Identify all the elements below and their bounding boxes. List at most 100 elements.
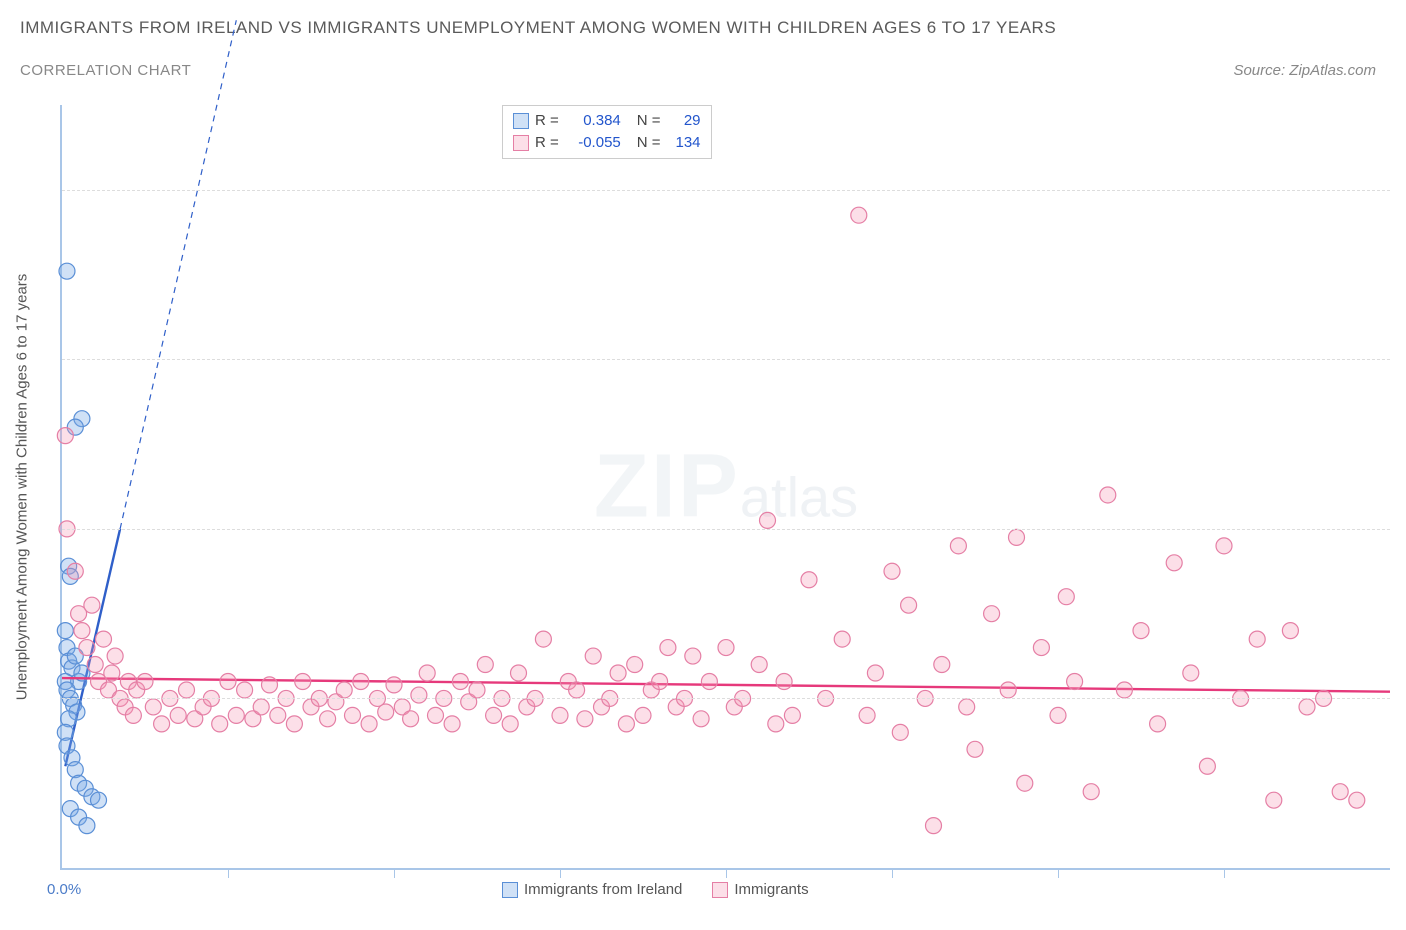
data-point [386, 677, 402, 693]
data-point [125, 707, 141, 723]
chart-title: IMMIGRANTS FROM IRELAND VS IMMIGRANTS UN… [20, 18, 1056, 38]
data-point [693, 711, 709, 727]
data-point [685, 648, 701, 664]
data-point [1083, 784, 1099, 800]
data-point [1033, 640, 1049, 656]
stats-r-label: R = [535, 110, 559, 132]
legend-item: Immigrants [712, 881, 808, 898]
data-point [610, 665, 626, 681]
data-point [154, 716, 170, 732]
data-point [107, 648, 123, 664]
data-point [84, 597, 100, 613]
data-point [1017, 775, 1033, 791]
data-point [220, 673, 236, 689]
legend-label: Immigrants [734, 881, 808, 898]
data-point [74, 623, 90, 639]
data-point [768, 716, 784, 732]
data-point [1332, 784, 1348, 800]
stats-n-label: N = [637, 110, 661, 132]
data-point [79, 640, 95, 656]
data-point [87, 657, 103, 673]
legend-swatch [513, 135, 529, 151]
data-point [57, 428, 73, 444]
data-point [1199, 758, 1215, 774]
data-point [262, 677, 278, 693]
x-axis-start-label: 0.0% [47, 881, 81, 898]
data-point [1116, 682, 1132, 698]
data-point [552, 707, 568, 723]
chart-svg [62, 105, 1390, 868]
data-point [1216, 538, 1232, 554]
y-tick-label: 30.0% [1400, 351, 1406, 368]
gridline [62, 359, 1390, 360]
data-point [851, 207, 867, 223]
data-point [760, 512, 776, 528]
x-tick [394, 868, 395, 878]
data-point [950, 538, 966, 554]
legend-swatch [712, 882, 728, 898]
data-point [1100, 487, 1116, 503]
data-point [486, 707, 502, 723]
data-point [502, 716, 518, 732]
data-point [477, 657, 493, 673]
bottom-legend: Immigrants from Ireland Immigrants [502, 881, 809, 898]
data-point [295, 673, 311, 689]
source-attribution: Source: ZipAtlas.com [1233, 62, 1376, 79]
legend-swatch [502, 882, 518, 898]
data-point [145, 699, 161, 715]
data-point [892, 724, 908, 740]
stats-r-value: 0.384 [565, 110, 621, 132]
x-tick [1058, 868, 1059, 878]
x-tick [892, 868, 893, 878]
stats-n-value: 29 [667, 110, 701, 132]
data-point [336, 682, 352, 698]
stats-legend-box: R =0.384N =29R =-0.055N =134 [502, 105, 712, 159]
y-axis-title: Unemployment Among Women with Children A… [14, 273, 31, 700]
y-tick-label: 10.0% [1400, 690, 1406, 707]
data-point [57, 623, 73, 639]
x-tick [1224, 868, 1225, 878]
data-point [577, 711, 593, 727]
data-point [444, 716, 460, 732]
data-point [286, 716, 302, 732]
y-tick-label: 40.0% [1400, 181, 1406, 198]
x-tick [560, 868, 561, 878]
data-point [660, 640, 676, 656]
data-point [934, 657, 950, 673]
data-point [1249, 631, 1265, 647]
data-point [926, 818, 942, 834]
data-point [901, 597, 917, 613]
data-point [403, 711, 419, 727]
data-point [270, 707, 286, 723]
data-point [1150, 716, 1166, 732]
gridline [62, 698, 1390, 699]
data-point [59, 263, 75, 279]
stats-r-value: -0.055 [565, 132, 621, 154]
legend-swatch [513, 113, 529, 129]
data-point [635, 707, 651, 723]
data-point [535, 631, 551, 647]
data-point [751, 657, 767, 673]
data-point [361, 716, 377, 732]
data-point [1058, 589, 1074, 605]
data-point [1299, 699, 1315, 715]
gridline [62, 529, 1390, 530]
data-point [1067, 673, 1083, 689]
legend-label: Immigrants from Ireland [524, 881, 682, 898]
data-point [652, 673, 668, 689]
data-point [1349, 792, 1365, 808]
data-point [469, 682, 485, 698]
data-point [784, 707, 800, 723]
data-point [1282, 623, 1298, 639]
trend-line-extrapolated [120, 20, 236, 529]
plot-area: ZIPatlas Unemployment Among Women with C… [60, 105, 1390, 870]
data-point [170, 707, 186, 723]
data-point [378, 704, 394, 720]
data-point [867, 665, 883, 681]
data-point [212, 716, 228, 732]
data-point [801, 572, 817, 588]
chart-subtitle: CORRELATION CHART [20, 62, 191, 79]
x-tick [726, 868, 727, 878]
data-point [884, 563, 900, 579]
data-point [91, 792, 107, 808]
